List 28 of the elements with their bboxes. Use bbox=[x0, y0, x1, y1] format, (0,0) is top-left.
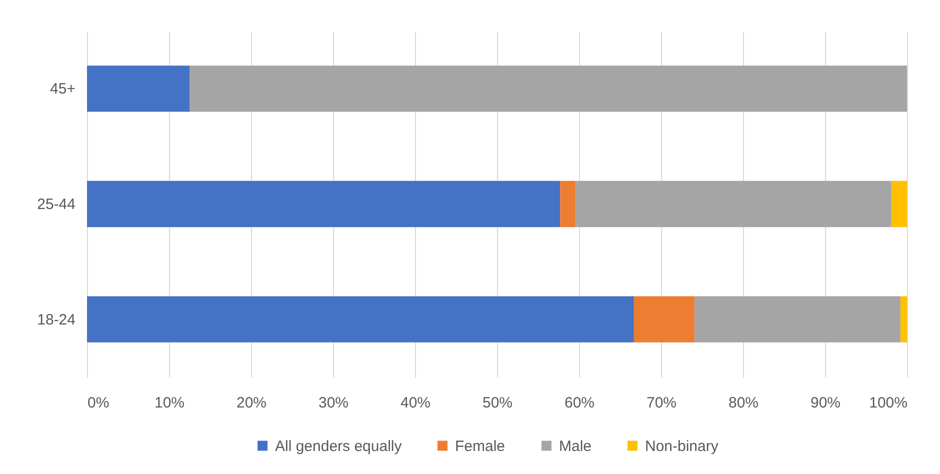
y-tick-label: 18-24 bbox=[37, 311, 76, 328]
bar bbox=[560, 180, 576, 228]
bar bbox=[634, 296, 695, 342]
y-tick-label: 45+ bbox=[50, 80, 76, 98]
legend-label: Non-binary bbox=[645, 438, 719, 455]
bar bbox=[694, 296, 900, 342]
x-tick-label: 10% bbox=[154, 394, 185, 412]
bar bbox=[900, 296, 907, 342]
x-tick-label: 70% bbox=[646, 394, 677, 412]
x-tick-label: 50% bbox=[482, 394, 513, 412]
bar bbox=[87, 296, 634, 342]
x-tick-label: 90% bbox=[810, 394, 841, 412]
x-tick-label: 100% bbox=[869, 394, 908, 412]
x-tick-label: 40% bbox=[400, 394, 431, 412]
legend-label: Male bbox=[559, 438, 592, 455]
x-tick-label: 20% bbox=[236, 394, 267, 412]
bar bbox=[891, 180, 907, 228]
bar bbox=[576, 180, 892, 228]
bar bbox=[87, 66, 190, 112]
legend-label: All genders equally bbox=[275, 438, 402, 455]
x-tick-label: 0% bbox=[88, 394, 110, 412]
x-tick-label: 30% bbox=[318, 394, 349, 412]
x-tick-label: 80% bbox=[728, 394, 759, 412]
x-tick-label: 60% bbox=[564, 394, 595, 412]
y-tick-label: 25-44 bbox=[37, 196, 76, 213]
bar bbox=[190, 66, 907, 112]
legend-label: Female bbox=[455, 438, 506, 455]
bar bbox=[87, 180, 560, 228]
